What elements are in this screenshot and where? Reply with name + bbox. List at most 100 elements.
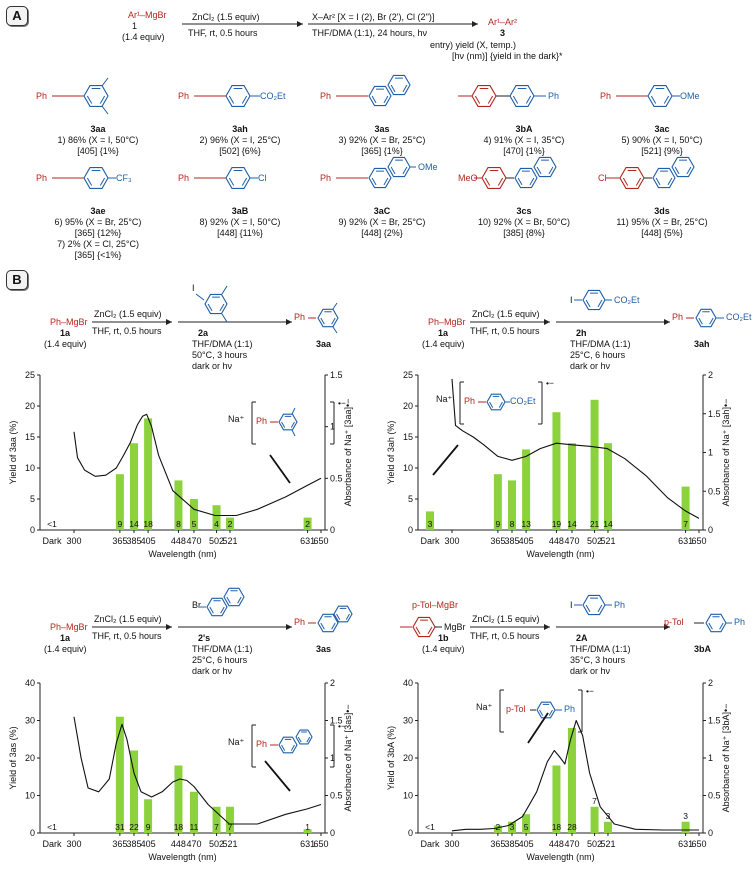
bond-icon [427,626,433,635]
y2-tick-label: 1 [708,448,713,458]
x-tick-label: 448 [171,839,186,849]
bond-icon [512,95,519,104]
bar-521 [225,806,234,833]
ring-icon [695,308,717,328]
bar-value-label: 9 [496,519,501,529]
y2-axis-label: Absorbance of Na⁺ [3bA]•− [721,704,731,813]
y-axis-label: Yield of 3as (%) [8,726,18,789]
bond-icon [345,613,350,620]
bond-icon [432,444,459,476]
compound-id: 3ae [90,206,106,216]
bar-470 [189,499,198,530]
ring-icon [582,289,606,311]
y2-tick-label: 1 [330,422,335,432]
y-tick-label: 20 [25,401,35,411]
step2-conditions: dark or hν [570,361,611,371]
bond-icon [226,596,231,604]
bar-521 [603,443,612,530]
reagent-label: Ph–MgBr [50,622,88,632]
arrow-icon [664,319,670,325]
reagent-label: Ar¹–MgBr [128,10,167,20]
y-axis-label: Yield of 3aa (%) [8,421,18,485]
bond-icon [336,613,341,620]
bond-icon [371,177,377,186]
sodium-label: Na⁺ [228,737,245,747]
bar-448 [552,765,561,833]
bar-value-label: 8 [176,519,181,529]
bar-385 [129,750,138,833]
compound-result: 2) 96% (X = I, 25°C) [199,135,281,145]
panel-a-tag: A [6,6,28,26]
phenyl-label: Ph [614,600,626,610]
bar-value-label: 7 [228,822,233,832]
scheme-arrows [92,624,292,630]
bond-icon [525,95,532,104]
bond-icon [269,454,291,484]
x-axis-label: Wavelength (nm) [526,852,594,862]
bond-icon [622,177,629,186]
y-tick-label: 0 [30,828,35,838]
compound-3cs-structure [474,156,557,189]
bond-icon [219,303,225,312]
ring-icon [582,594,606,616]
absorbance-curve [451,719,699,832]
ring-icon [204,293,228,315]
y-tick-label: 15 [25,432,35,442]
x-axis-label: Wavelength (nm) [526,549,594,559]
bar-value-label: 21 [590,519,600,529]
x-tick-label: 385 [126,839,141,849]
x-tick-label: 385 [504,839,519,849]
legend-line-1: entry) yield (X, temp.) [430,40,517,50]
iodo-label: I [570,295,573,305]
compound-id: 3bA [515,124,533,134]
x-tick-label: Dark [420,839,440,849]
ring-icon [705,613,727,633]
phenyl-label: Ph [672,312,684,322]
y-tick-label: 20 [403,753,413,763]
x-tick-label: 650 [313,839,328,849]
methoxy-label: OMe [418,162,438,172]
bond-icon [99,95,106,104]
x-tick-label: 502 [587,536,602,546]
y2-tick-label: 0.5 [330,791,343,801]
ring-icon [225,85,251,107]
x-tick-label: 631 [678,839,693,849]
bond-icon [241,177,248,186]
bar-448 [552,412,561,530]
phenyl-label: Ph [36,173,48,183]
ring-icon [486,393,506,411]
x-tick-label: 300 [444,536,459,546]
bond-icon [228,177,235,186]
bond-icon [228,95,235,104]
bar-365 [115,474,124,530]
reagent-equiv: (1.4 equiv) [122,32,165,42]
phenyl-label: Ph [564,704,576,714]
bar-405 [144,418,153,530]
x-tick-label: 365 [490,536,505,546]
bar-value-label: 14 [129,519,139,529]
x-tick-label: 470 [564,839,579,849]
bond-icon [585,299,591,308]
absorbance-curve [451,378,700,519]
chart-3bA: 0 10 20 30 40 0 0.5 1 1.5 2 Dark 300 365 385 405 448 470… [386,678,731,862]
compound-id: 3as [374,124,390,134]
bar-value-label: 18 [174,822,184,832]
radical-anion-label: •− [586,686,594,696]
bar-405 [144,799,153,833]
ring-icon [471,85,497,107]
y-tick-label: 20 [403,401,413,411]
ring-icon [387,74,411,96]
y2-axis-label: Absorbance of Na⁺ [3aa]•− [343,399,353,507]
bar-value-label: 9 [146,822,151,832]
x-tick-label: 365 [112,839,127,849]
bond-icon [221,285,228,295]
phenyl-label: Ph [600,91,612,101]
bar-value-label: 18 [552,822,562,832]
x-tick-label: 470 [186,839,201,849]
ring-icon [533,156,557,178]
compound-result: [448] {2%} [361,228,403,238]
compound-3aa-structure [52,77,109,115]
bond-icon [371,95,377,104]
compound-3bA-structure [458,85,546,107]
phenyl-label: Ph [36,91,48,101]
